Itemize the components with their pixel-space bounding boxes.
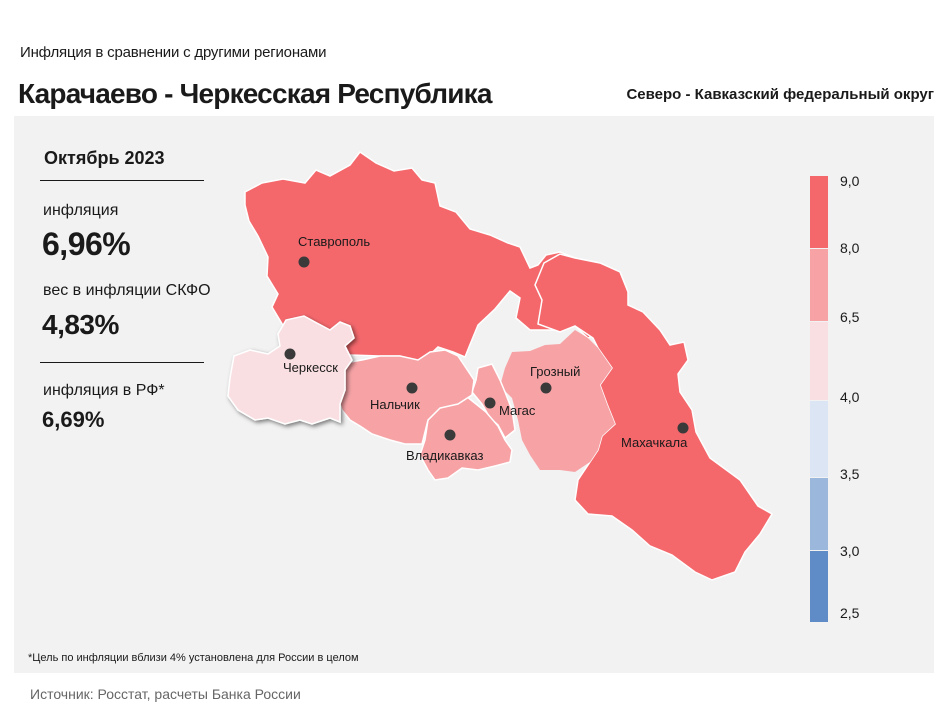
city-vladikavkaz: Владикавказ xyxy=(406,429,484,463)
city-marker xyxy=(284,348,296,360)
city-grozny: Грозный xyxy=(530,364,580,394)
region-kabardino-balkaria xyxy=(337,349,475,445)
inflation-label: инфляция xyxy=(43,202,119,219)
weight-label: вес в инфляции СКФО xyxy=(43,282,211,299)
legend-tick: 3,5 xyxy=(840,466,860,482)
city-marker xyxy=(444,429,456,441)
legend-band xyxy=(810,551,828,622)
legend-tick: 6,5 xyxy=(840,309,860,325)
city-label: Черкесск xyxy=(283,360,338,375)
period-label: Октябрь 2023 xyxy=(44,148,165,168)
city-label: Грозный xyxy=(530,364,580,379)
region-karachay-cherkessia xyxy=(227,315,355,425)
page-subtitle: Инфляция в сравнении с другими регионами xyxy=(20,44,327,61)
rf-inflation-label: инфляция в РФ* xyxy=(43,382,165,399)
legend-tick: 3,0 xyxy=(840,543,860,559)
divider-bottom xyxy=(40,362,204,363)
city-label: Махачкала xyxy=(621,435,688,450)
city-cherkessk: Черкесск xyxy=(283,348,338,375)
city-makhachkala: Махачкала xyxy=(621,422,689,450)
city-marker xyxy=(677,422,689,434)
city-stavropol: Ставрополь xyxy=(298,234,370,268)
city-marker xyxy=(540,382,552,394)
city-label: Магас xyxy=(499,403,536,418)
city-label: Нальчик xyxy=(370,397,420,412)
page-title: Карачаево - Черкесская Республика xyxy=(18,78,492,109)
legend-tick: 2,5 xyxy=(840,605,860,621)
footnote: *Цель по инфляции вблизи 4% установлена … xyxy=(28,652,359,664)
city-magas: Магас xyxy=(484,397,536,418)
region-chechnya xyxy=(500,330,615,472)
city-nalchik: Нальчик xyxy=(370,382,420,412)
source-note: Источник: Росстат, расчеты Банка России xyxy=(30,686,301,702)
legend-band xyxy=(810,478,828,550)
legend-band xyxy=(810,176,828,248)
district-label: Северо - Кавказский федеральный округ xyxy=(626,86,934,103)
inflation-value: 6,96% xyxy=(42,226,131,262)
legend-band xyxy=(810,322,828,400)
rf-inflation-value: 6,69% xyxy=(42,407,105,432)
city-marker xyxy=(406,382,418,394)
legend-scale xyxy=(810,176,828,622)
city-marker xyxy=(484,397,496,409)
legend-band xyxy=(810,401,828,477)
city-marker xyxy=(298,256,310,268)
legend-tick: 8,0 xyxy=(840,240,860,256)
legend-tick: 4,0 xyxy=(840,389,860,405)
divider-top xyxy=(40,180,204,181)
weight-value: 4,83% xyxy=(42,309,119,340)
legend-band xyxy=(810,249,828,321)
legend-tick: 9,0 xyxy=(840,173,860,189)
city-label: Ставрополь xyxy=(298,234,370,249)
city-label: Владикавказ xyxy=(406,448,484,463)
